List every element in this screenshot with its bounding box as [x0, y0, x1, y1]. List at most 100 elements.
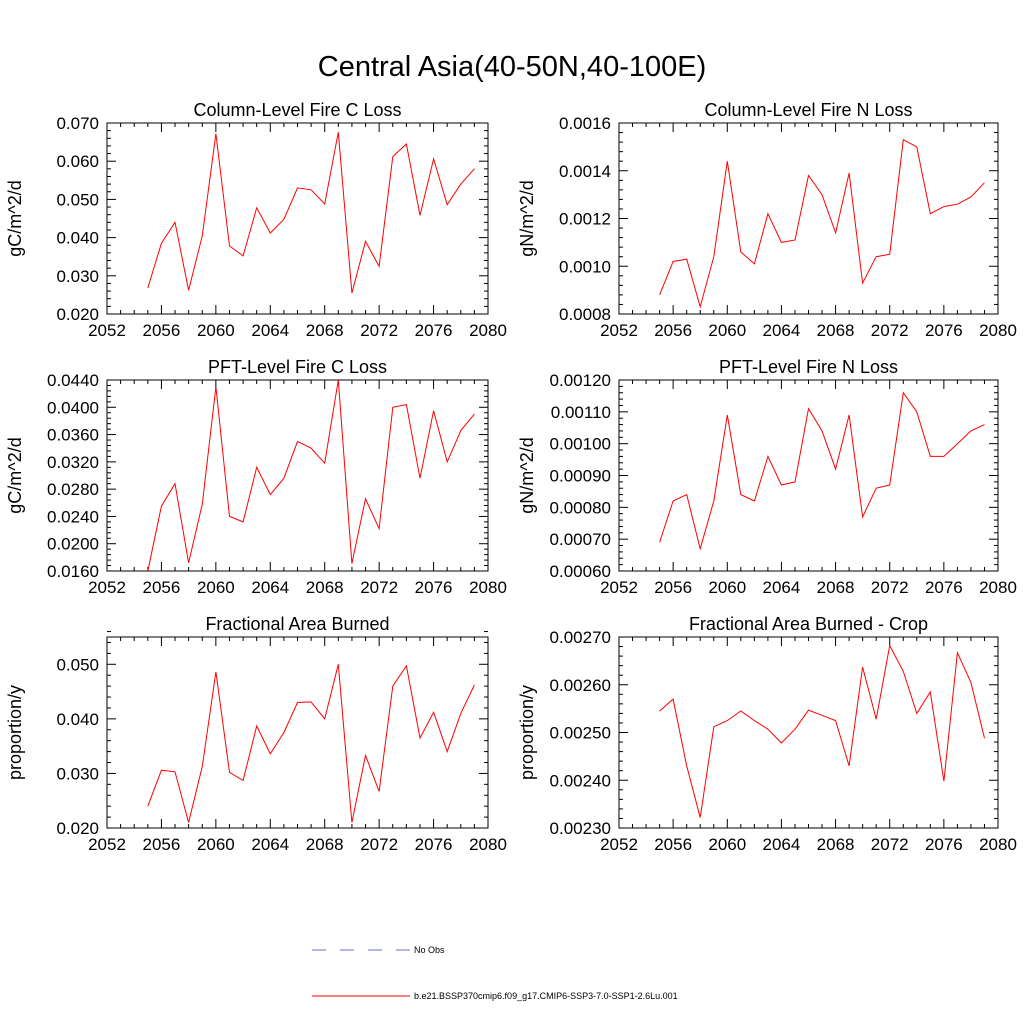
y-tick-label: 0.0360 [47, 426, 99, 445]
x-tick-label: 2052 [600, 578, 638, 597]
y-tick-label: 0.00100 [550, 435, 611, 454]
y-axis-label: gN/m^2/d [517, 180, 537, 256]
x-tick-label: 2064 [763, 835, 801, 854]
x-tick-label: 2056 [654, 835, 692, 854]
series-line [659, 138, 985, 309]
y-tick-label: 0.00230 [550, 819, 611, 838]
x-tick-label: 2060 [197, 578, 235, 597]
x-tick-label: 2056 [143, 321, 181, 340]
y-tick-label: 0.0012 [559, 210, 611, 229]
y-tick-label: 0.0240 [47, 507, 99, 526]
x-tick-label: 2060 [708, 835, 746, 854]
y-tick-label: 0.050 [56, 190, 99, 209]
x-tick-label: 2080 [979, 835, 1017, 854]
panel-title: PFT-Level Fire C Loss [208, 357, 387, 377]
y-tick-label: 0.030 [56, 267, 99, 286]
panel-grid: Column-Level Fire C Loss gC/m^2/d 2052 2056… [5, 100, 1017, 854]
x-tick-label: 2056 [654, 321, 692, 340]
y-tick-label: 0.00250 [550, 724, 611, 743]
figure-title: Central Asia(40-50N,40-100E) [318, 51, 706, 83]
x-tick-label: 2076 [925, 578, 963, 597]
y-tick-label: 0.060 [56, 152, 99, 171]
chart-panel-1: Column-Level Fire C Loss gC/m^2/d 2052 2056… [5, 100, 507, 340]
y-tick-label: 0.040 [56, 710, 99, 729]
x-tick-label: 2056 [143, 835, 181, 854]
x-tick-label: 2056 [143, 578, 181, 597]
y-tick-label: 0.0320 [47, 453, 99, 472]
y-axis-label: proportion/y [5, 685, 25, 780]
x-tick-label: 2052 [88, 578, 126, 597]
panel-title: PFT-Level Fire N Loss [719, 357, 898, 377]
chart-panel-4: PFT-Level Fire N Loss gN/m^2/d 2052 2056 206… [517, 357, 1017, 597]
y-tick-label: 0.0016 [559, 114, 611, 133]
y-tick-label: 0.050 [56, 655, 99, 674]
x-tick-label: 2080 [979, 321, 1017, 340]
chart-panel-2: Column-Level Fire N Loss gN/m^2/d 2052 2056… [517, 100, 1017, 340]
y-axis-label: proportion/y [517, 685, 537, 780]
x-tick-label: 2068 [817, 835, 855, 854]
chart-panel-6: Fractional Area Burned - Crop proportion/… [517, 614, 1017, 854]
x-tick-label: 2072 [871, 578, 909, 597]
x-tick-label: 2060 [708, 578, 746, 597]
x-tick-label: 2052 [600, 321, 638, 340]
x-tick-label: 2060 [197, 321, 235, 340]
legend: No Obs b.e21.BSSP370cmip6.f09_g17.CMIP6-… [312, 945, 678, 1001]
x-tick-label: 2060 [708, 321, 746, 340]
x-tick-label: 2064 [251, 578, 289, 597]
y-tick-label: 0.030 [56, 764, 99, 783]
y-tick-label: 0.070 [56, 114, 99, 133]
x-tick-label: 2076 [925, 835, 963, 854]
y-tick-label: 0.020 [56, 819, 99, 838]
y-axis-label: gC/m^2/d [5, 180, 25, 256]
x-tick-label: 2060 [197, 835, 235, 854]
y-tick-label: 0.00080 [550, 498, 611, 517]
y-tick-label: 0.0160 [47, 562, 99, 581]
y-tick-label: 0.00060 [550, 562, 611, 581]
x-tick-label: 2072 [360, 835, 398, 854]
x-tick-label: 2052 [88, 321, 126, 340]
y-tick-label: 0.00120 [550, 371, 611, 390]
x-tick-label: 2068 [817, 578, 855, 597]
x-tick-label: 2080 [979, 578, 1017, 597]
chart-panel-3: PFT-Level Fire C Loss gC/m^2/d 2052 2056 206… [5, 357, 507, 597]
x-tick-label: 2068 [306, 835, 344, 854]
x-tick-label: 2064 [763, 321, 801, 340]
series-line [659, 644, 985, 818]
x-tick-label: 2072 [360, 321, 398, 340]
y-axis-label: gN/m^2/d [517, 437, 537, 513]
x-tick-label: 2068 [306, 321, 344, 340]
y-tick-label: 0.020 [56, 305, 99, 324]
y-tick-label: 0.0400 [47, 398, 99, 417]
x-tick-label: 2064 [763, 578, 801, 597]
y-tick-label: 0.00260 [550, 676, 611, 695]
x-tick-label: 2072 [871, 835, 909, 854]
x-tick-label: 2072 [360, 578, 398, 597]
x-tick-label: 2056 [654, 578, 692, 597]
y-tick-label: 0.040 [56, 229, 99, 248]
panel-title: Fractional Area Burned - Crop [689, 614, 928, 634]
y-tick-label: 0.00240 [550, 771, 611, 790]
x-tick-label: 2076 [415, 321, 453, 340]
x-tick-label: 2068 [817, 321, 855, 340]
x-tick-label: 2076 [415, 578, 453, 597]
legend-label-run: b.e21.BSSP370cmip6.f09_g17.CMIP6-SSP3-7.… [414, 991, 678, 1001]
x-tick-label: 2080 [469, 578, 507, 597]
series-line [147, 132, 475, 294]
y-tick-label: 0.00110 [551, 403, 611, 422]
x-tick-label: 2076 [415, 835, 453, 854]
panel-title: Fractional Area Burned [205, 614, 389, 634]
y-tick-label: 0.0014 [559, 162, 611, 181]
x-tick-label: 2052 [600, 835, 638, 854]
y-tick-label: 0.0280 [47, 480, 99, 499]
x-tick-label: 2052 [88, 835, 126, 854]
x-tick-label: 2064 [251, 835, 289, 854]
y-tick-label: 0.0440 [47, 371, 99, 390]
series-line [659, 391, 985, 551]
x-tick-label: 2068 [306, 578, 344, 597]
y-tick-label: 0.0010 [559, 257, 611, 276]
series-line [147, 664, 475, 823]
y-tick-label: 0.0008 [559, 305, 611, 324]
x-tick-label: 2076 [925, 321, 963, 340]
panel-title: Column-Level Fire N Loss [704, 100, 912, 120]
legend-label-no-obs: No Obs [414, 945, 445, 955]
